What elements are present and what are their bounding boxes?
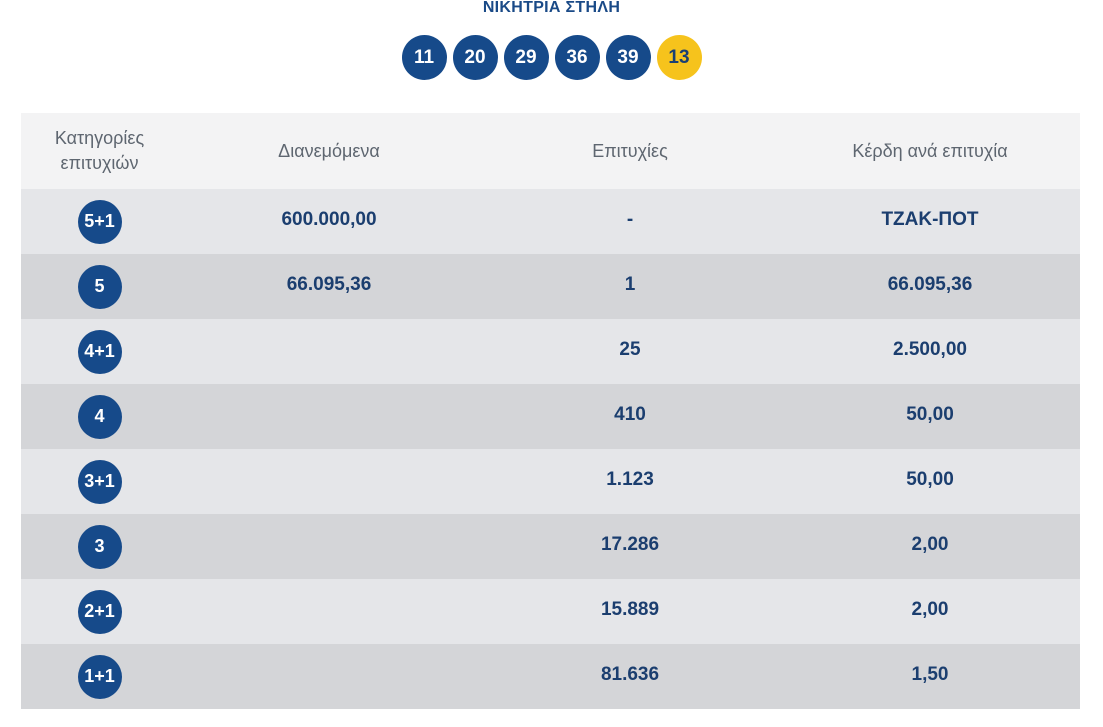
winners-cell: 1 <box>624 273 636 295</box>
winners-cell: 17.286 <box>600 533 660 555</box>
winning-numbers: 11 20 29 36 39 13 <box>0 35 1103 80</box>
category-badge: 5+1 <box>77 199 122 244</box>
category-badge: 4+1 <box>77 329 122 374</box>
winners-cell: 81.636 <box>600 663 660 685</box>
prize-table: Κατηγορίες επιτυχιών Διανεμόμενα Επιτυχί… <box>21 113 1080 709</box>
prize-cell: 2,00 <box>911 533 949 555</box>
category-badge: 4 <box>77 394 122 439</box>
winning-number-ball: 39 <box>605 35 651 80</box>
prize-cell: ΤΖΑΚ-ΠΟΤ <box>881 208 979 230</box>
winners-cell: 15.889 <box>600 598 660 620</box>
winning-number-ball: 29 <box>503 35 549 80</box>
winning-number-ball: 11 <box>401 35 447 80</box>
winners-cell: 25 <box>619 338 641 360</box>
category-badge: 5 <box>77 264 122 309</box>
category-badge: 2+1 <box>77 589 122 634</box>
table-header: Κατηγορίες επιτυχιών Διανεμόμενα Επιτυχί… <box>21 113 1080 189</box>
winning-number-ball: 36 <box>554 35 600 80</box>
column-header-distributed: Διανεμόμενα <box>278 140 380 161</box>
prize-cell: 1,50 <box>911 663 949 685</box>
category-badge: 3+1 <box>77 459 122 504</box>
table-row: 1+1 81.636 1,50 <box>21 644 1080 709</box>
table-row: 4 410 50,00 <box>21 384 1080 449</box>
winners-cell: 1.123 <box>606 468 654 490</box>
column-header-prize: Κέρδη ανά επιτυχία <box>852 140 1008 161</box>
category-badge: 3 <box>77 524 122 569</box>
winners-cell: 410 <box>614 403 646 425</box>
distributed-cell: 66.095,36 <box>286 273 372 295</box>
column-header-winners: Επιτυχίες <box>592 140 668 161</box>
table-row: 3 17.286 2,00 <box>21 514 1080 579</box>
prize-cell: 2.500,00 <box>893 338 967 360</box>
table-row: 5 66.095,36 1 66.095,36 <box>21 254 1080 319</box>
winning-column-title: ΝΙΚΗΤΡΙΑ ΣΤΗΛΗ <box>482 0 621 16</box>
table-row: 2+1 15.889 2,00 <box>21 579 1080 644</box>
winners-cell: - <box>626 208 634 230</box>
table-row: 4+1 25 2.500,00 <box>21 319 1080 384</box>
table-row: 5+1 600.000,00 - ΤΖΑΚ-ΠΟΤ <box>21 189 1080 254</box>
table-row: 3+1 1.123 50,00 <box>21 449 1080 514</box>
category-badge: 1+1 <box>77 654 122 699</box>
column-header-categories: Κατηγορίες επιτυχιών <box>54 128 145 173</box>
distributed-cell: 600.000,00 <box>281 208 377 230</box>
winning-number-ball: 20 <box>452 35 498 80</box>
prize-cell: 50,00 <box>906 403 954 425</box>
prize-cell: 50,00 <box>906 468 954 490</box>
prize-cell: 2,00 <box>911 598 949 620</box>
bonus-number-ball: 13 <box>656 35 702 80</box>
prize-cell: 66.095,36 <box>887 273 973 295</box>
